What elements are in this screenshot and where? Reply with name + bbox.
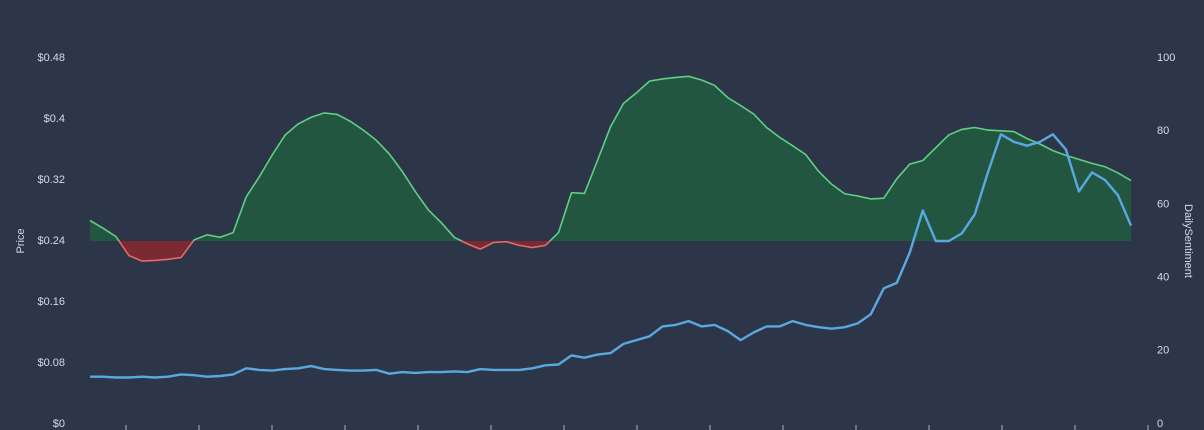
y-tick-label: $0.24 [37, 235, 65, 247]
y-tick-label: $0.08 [37, 357, 65, 369]
y2-tick-label: 40 [1157, 272, 1169, 284]
y2-tick-label: 80 [1157, 125, 1169, 137]
sentiment-area [90, 76, 1131, 262]
y2-tick-label: 0 [1157, 418, 1163, 430]
price-line [90, 133, 1133, 379]
y-tick-label: $0.4 [44, 113, 65, 125]
y2-tick-label: 100 [1157, 52, 1175, 64]
y2-tick-label: 60 [1157, 198, 1169, 210]
y-axis-label: Price [15, 228, 27, 253]
y2-axis-label: DailySentiment [1182, 204, 1194, 278]
y2-tick-label: 20 [1157, 345, 1169, 357]
y-tick-label: $0.32 [37, 174, 65, 186]
sentiment-line [89, 75, 1132, 262]
x-axis-ticks [125, 425, 1149, 430]
y-tick-label: $0 [53, 418, 65, 430]
y-tick-label: $0.48 [37, 52, 65, 64]
y-tick-label: $0.16 [37, 296, 65, 308]
